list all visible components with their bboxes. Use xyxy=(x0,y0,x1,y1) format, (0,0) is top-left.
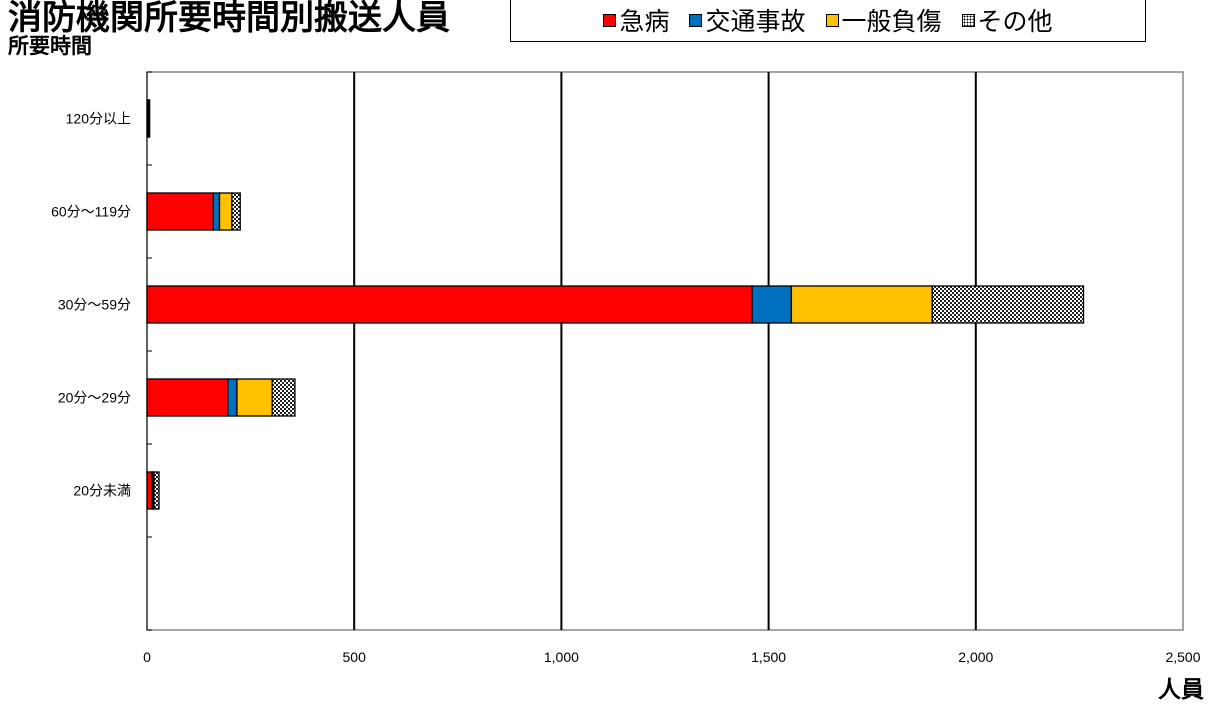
y-tick-label: 30分～59分 xyxy=(58,297,131,313)
bar-segment xyxy=(153,471,160,510)
legend-label-ippan: 一般負傷 xyxy=(841,7,942,36)
legend-swatch-kotsu xyxy=(689,13,703,27)
bar-segment xyxy=(751,285,793,324)
legend: 急病 交通事故 一般負傷 その他 xyxy=(510,0,1146,42)
bar-segment xyxy=(218,192,233,231)
legend-label-kotsu: 交通事故 xyxy=(705,7,806,36)
legend-label-sonota: その他 xyxy=(977,7,1053,36)
legend-item-kyubyo: 急病 xyxy=(603,2,669,38)
y-tick-label: 20分未満 xyxy=(73,483,131,499)
bar-segment xyxy=(146,192,214,231)
legend-label-kyubyo: 急病 xyxy=(619,7,670,36)
legend-item-kotsu: 交通事故 xyxy=(689,2,806,38)
bar-segment xyxy=(236,378,273,417)
bar-segment xyxy=(146,378,229,417)
x-tick-label: 1,500 xyxy=(751,649,786,665)
bar-segment xyxy=(227,378,238,417)
y-axis-label: 所要時間 xyxy=(8,34,92,58)
plot-frame xyxy=(146,71,1184,631)
bar-segment xyxy=(148,99,151,138)
bar-segment xyxy=(931,285,1085,324)
legend-item-sonota: その他 xyxy=(961,2,1053,38)
chart-title: 消防機関所要時間別搬送人員 xyxy=(8,0,450,38)
bar-segment xyxy=(231,192,241,231)
bar-segment xyxy=(146,285,753,324)
legend-item-ippan: 一般負傷 xyxy=(825,2,942,38)
x-tick-label: 2,500 xyxy=(1165,649,1200,665)
x-tick-label: 1,000 xyxy=(544,649,579,665)
bar-segment xyxy=(271,378,296,417)
bar-segment xyxy=(212,192,221,231)
x-tick-label: 2,000 xyxy=(958,649,993,665)
y-tick-label: 60分～119分 xyxy=(51,204,131,220)
legend-swatch-kyubyo xyxy=(603,13,617,27)
legend-swatch-ippan xyxy=(825,13,839,27)
x-tick-label: 500 xyxy=(343,649,367,665)
bar-segment xyxy=(790,285,933,324)
y-tick-label: 120分以上 xyxy=(66,111,131,127)
x-tick-label: 0 xyxy=(143,649,151,665)
x-axis-label: 人員 xyxy=(1158,677,1204,703)
y-tick-label: 20分～29分 xyxy=(58,390,131,406)
bar-segment xyxy=(146,471,153,510)
legend-swatch-sonota xyxy=(961,13,975,27)
